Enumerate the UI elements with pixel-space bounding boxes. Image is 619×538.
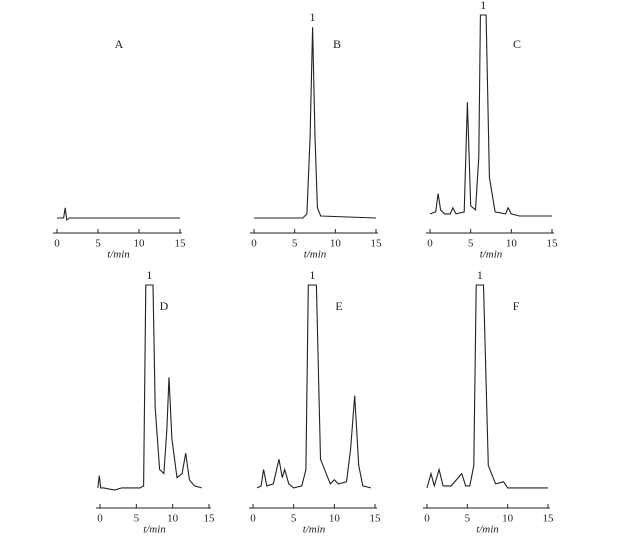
panel-label: B [333,37,341,51]
panel-label: F [513,299,520,313]
peak-label: 1 [477,268,483,282]
x-tick-label: 5 [292,238,298,250]
x-tick-label: 10 [167,513,179,525]
panel-label: A [115,37,124,51]
chromatogram-trace [426,284,548,489]
chromatogram-trace [256,284,372,489]
x-tick-label: 15 [175,238,187,250]
x-tick-label: 0 [427,238,433,250]
x-axis-label: t/min [143,524,166,536]
x-tick-label: 0 [251,238,257,250]
x-tick-label: 10 [134,238,146,250]
x-tick-label: 15 [547,238,559,250]
x-tick-label: 10 [330,238,342,250]
x-tick-label: 15 [370,513,382,525]
panel-label: E [335,299,342,313]
peak-label: 1 [309,268,315,282]
x-tick-label: 5 [134,513,140,525]
chromatogram-trace [57,207,180,222]
x-axis-label: t/min [303,524,326,536]
x-tick-label: 10 [506,238,518,250]
peak-label: 1 [310,10,316,24]
x-axis-label: t/min [476,524,499,536]
x-tick-label: 15 [371,238,383,250]
x-tick-label: 0 [54,238,60,250]
x-tick-label: 5 [291,513,297,525]
x-tick-label: 5 [468,238,474,250]
x-axis-label: t/min [107,249,130,261]
x-tick-label: 10 [329,513,341,525]
panel-label: C [513,37,521,51]
x-tick-label: 0 [250,513,256,525]
x-tick-label: 10 [502,513,514,525]
chromatogram-trace [429,14,552,217]
x-tick-label: 5 [95,238,101,250]
x-axis-label: t/min [304,249,327,261]
chromatogram-trace [97,284,202,491]
peak-label: 1 [146,268,152,282]
panel-label: D [160,299,169,313]
chromatogram-trace [254,27,377,219]
x-tick-label: 15 [204,513,216,525]
x-tick-label: 15 [543,513,555,525]
x-tick-label: 0 [424,513,430,525]
x-tick-label: 0 [97,513,103,525]
x-tick-label: 5 [465,513,471,525]
x-axis-label: t/min [480,249,503,261]
peak-label: 1 [480,0,486,12]
